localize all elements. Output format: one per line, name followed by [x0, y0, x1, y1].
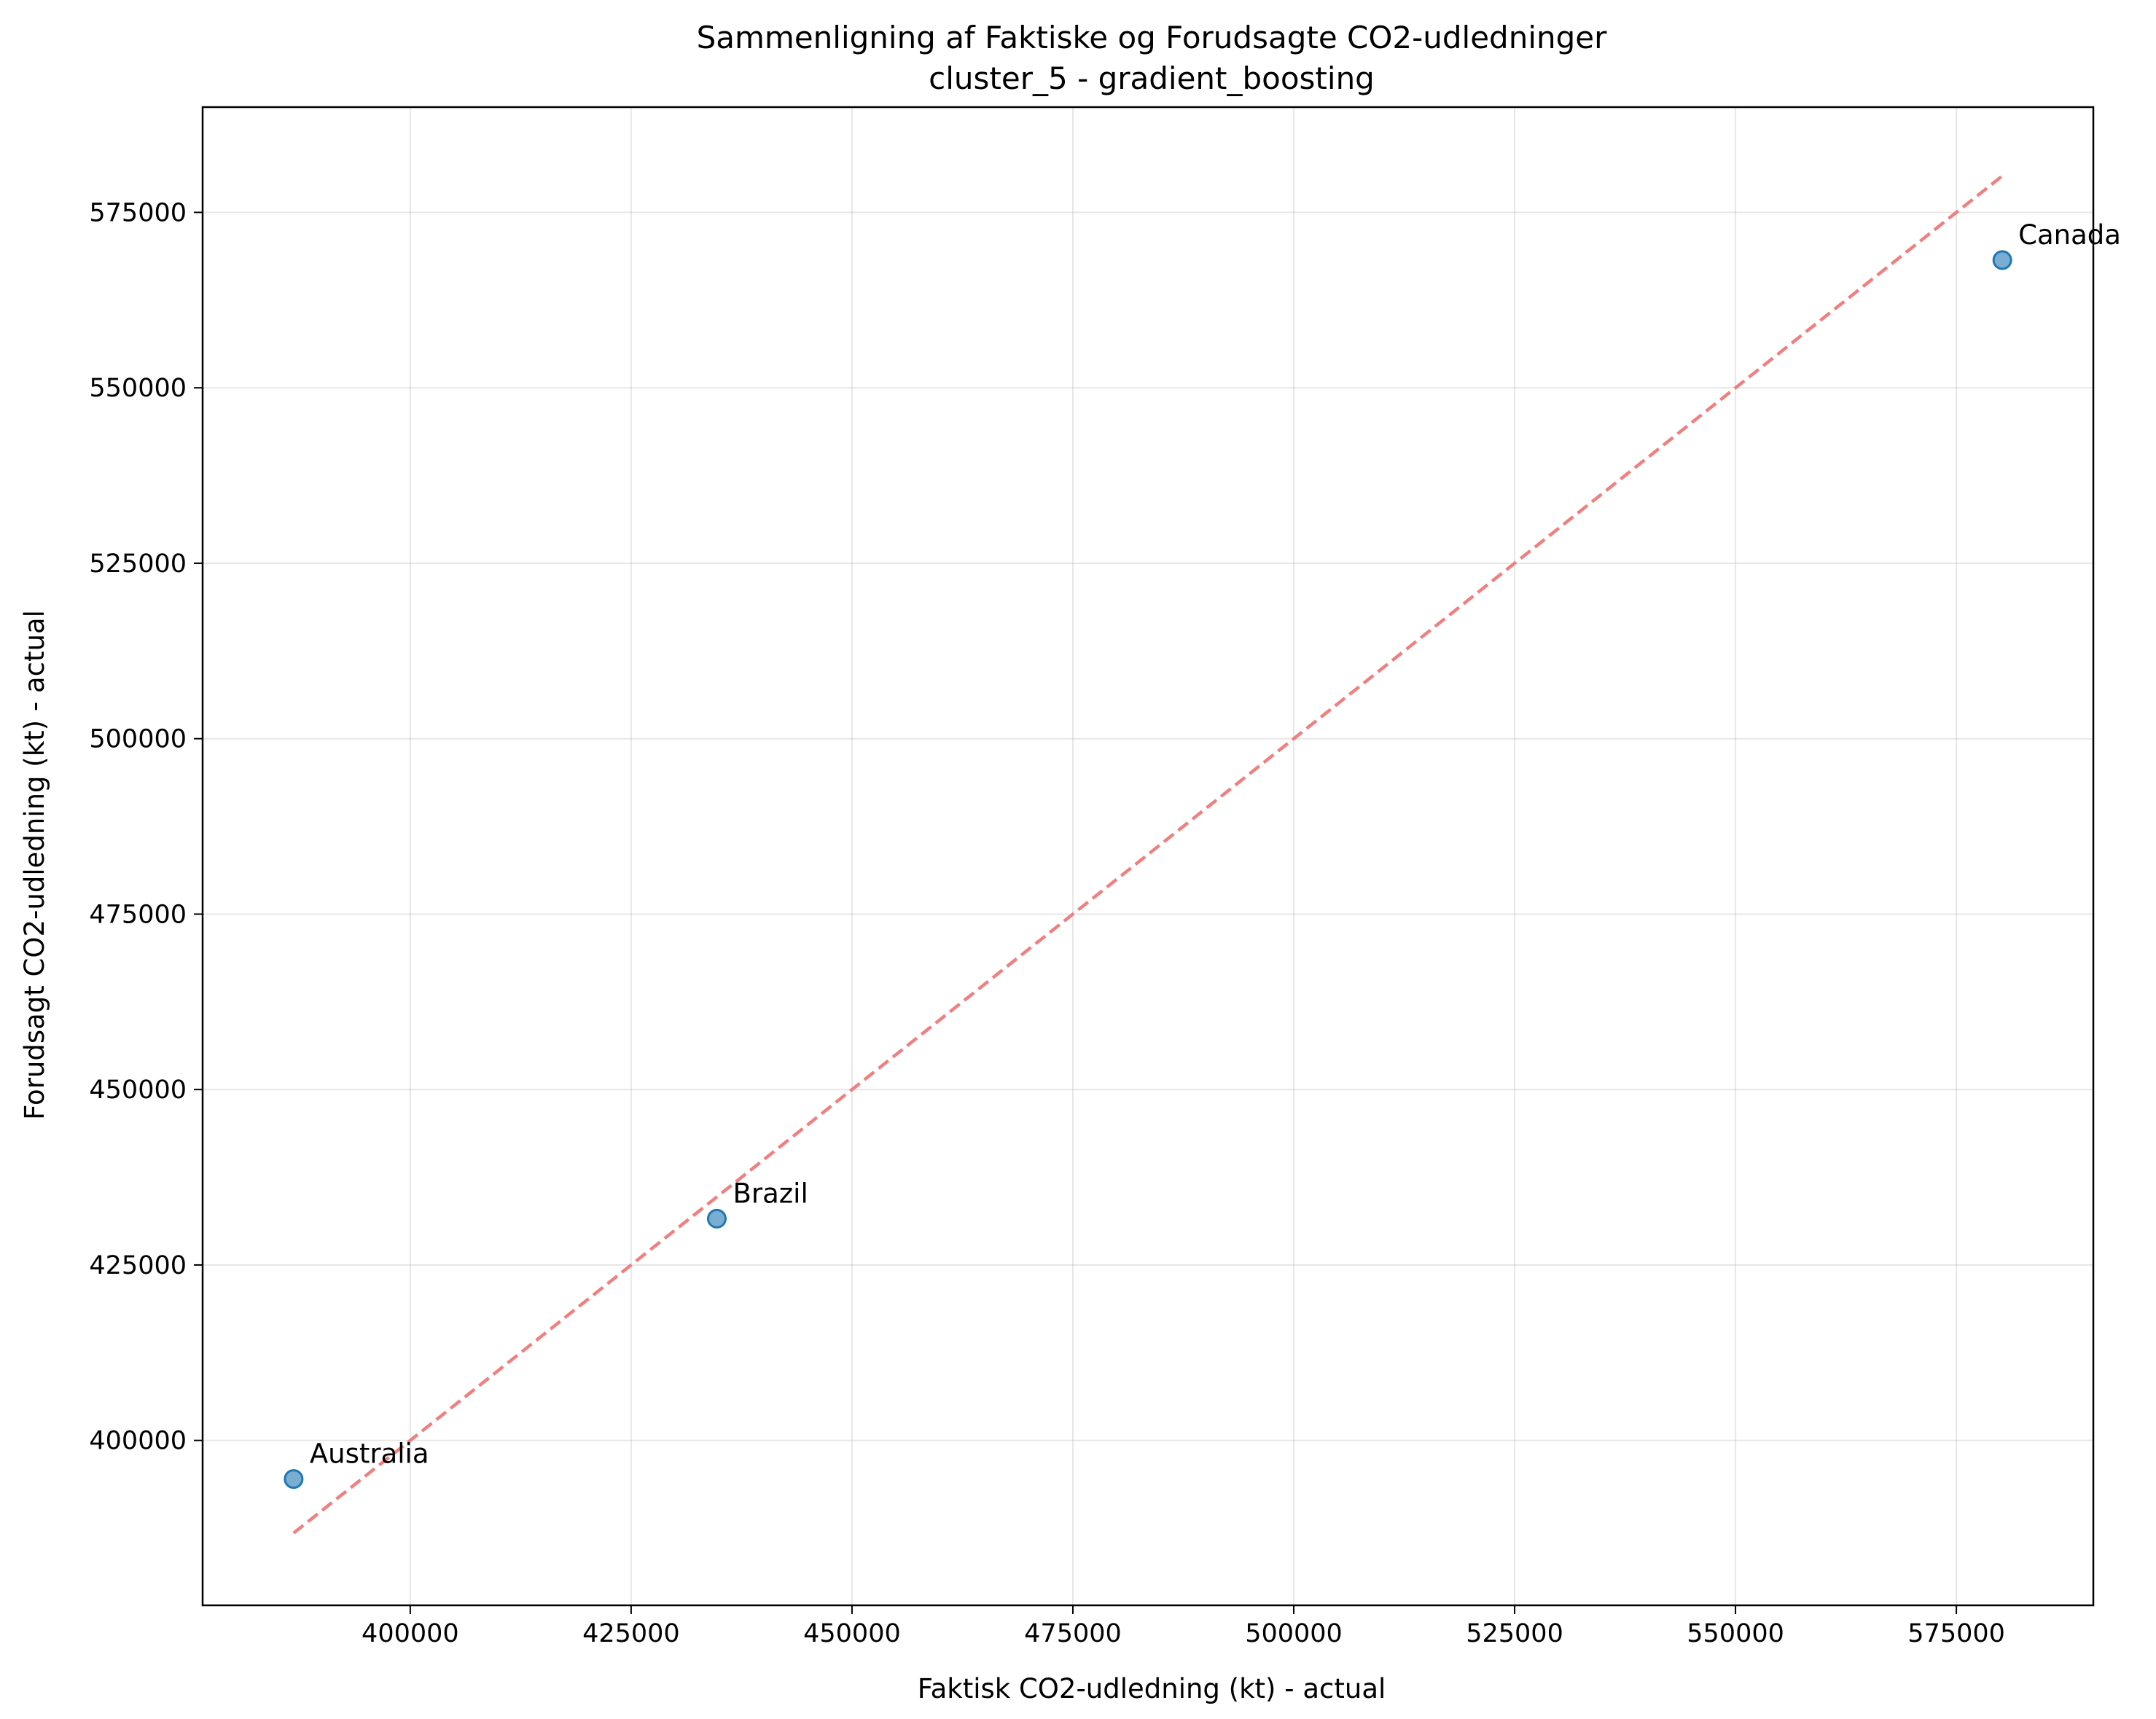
y-tick-label: 475000 [89, 900, 187, 929]
x-tick-label: 425000 [582, 1619, 680, 1648]
data-point [284, 1469, 304, 1489]
y-tick-label: 575000 [89, 198, 187, 227]
x-tick-label: 475000 [1024, 1619, 1122, 1648]
data-point [706, 1208, 727, 1229]
data-point [1992, 250, 2012, 270]
ticks-layer: 400000 425000 450000 475000 500000 525000 5500… [89, 198, 2005, 1648]
chart-title: Sammenligning af Faktiske og Forudsagte … [697, 20, 1608, 55]
grid-layer [203, 107, 2093, 1605]
x-tick-label: 550000 [1687, 1619, 1784, 1648]
y-tick-label: 400000 [89, 1427, 187, 1456]
x-tick-label: 575000 [1907, 1619, 2005, 1648]
data-point-label: Brazil [733, 1178, 808, 1209]
reference-line-layer [292, 174, 2004, 1535]
x-tick-label: 500000 [1245, 1619, 1343, 1648]
data-point-label: Australia [310, 1438, 429, 1470]
chart-subtitle: cluster_5 - gradient_boosting [929, 60, 1375, 96]
data-point-label: Canada [2018, 219, 2121, 251]
y-tick-label: 550000 [89, 374, 187, 403]
y-tick-label: 425000 [89, 1251, 187, 1280]
y-tick-label: 525000 [89, 549, 187, 579]
plot-frame [201, 106, 2095, 1607]
points-layer: Australia Brazil Canada [284, 219, 2121, 1489]
y-axis-label: Forudsagt CO2-udledning (kt) - actual [19, 610, 50, 1120]
y-tick-label: 450000 [89, 1076, 187, 1105]
x-tick-label: 400000 [362, 1619, 459, 1648]
x-tick-label: 525000 [1466, 1619, 1563, 1648]
x-axis-label: Faktisk CO2-udledning (kt) - actual [918, 1673, 1386, 1704]
x-tick-label: 450000 [803, 1619, 901, 1648]
y-tick-label: 500000 [89, 725, 187, 754]
reference-line [292, 174, 2004, 1535]
